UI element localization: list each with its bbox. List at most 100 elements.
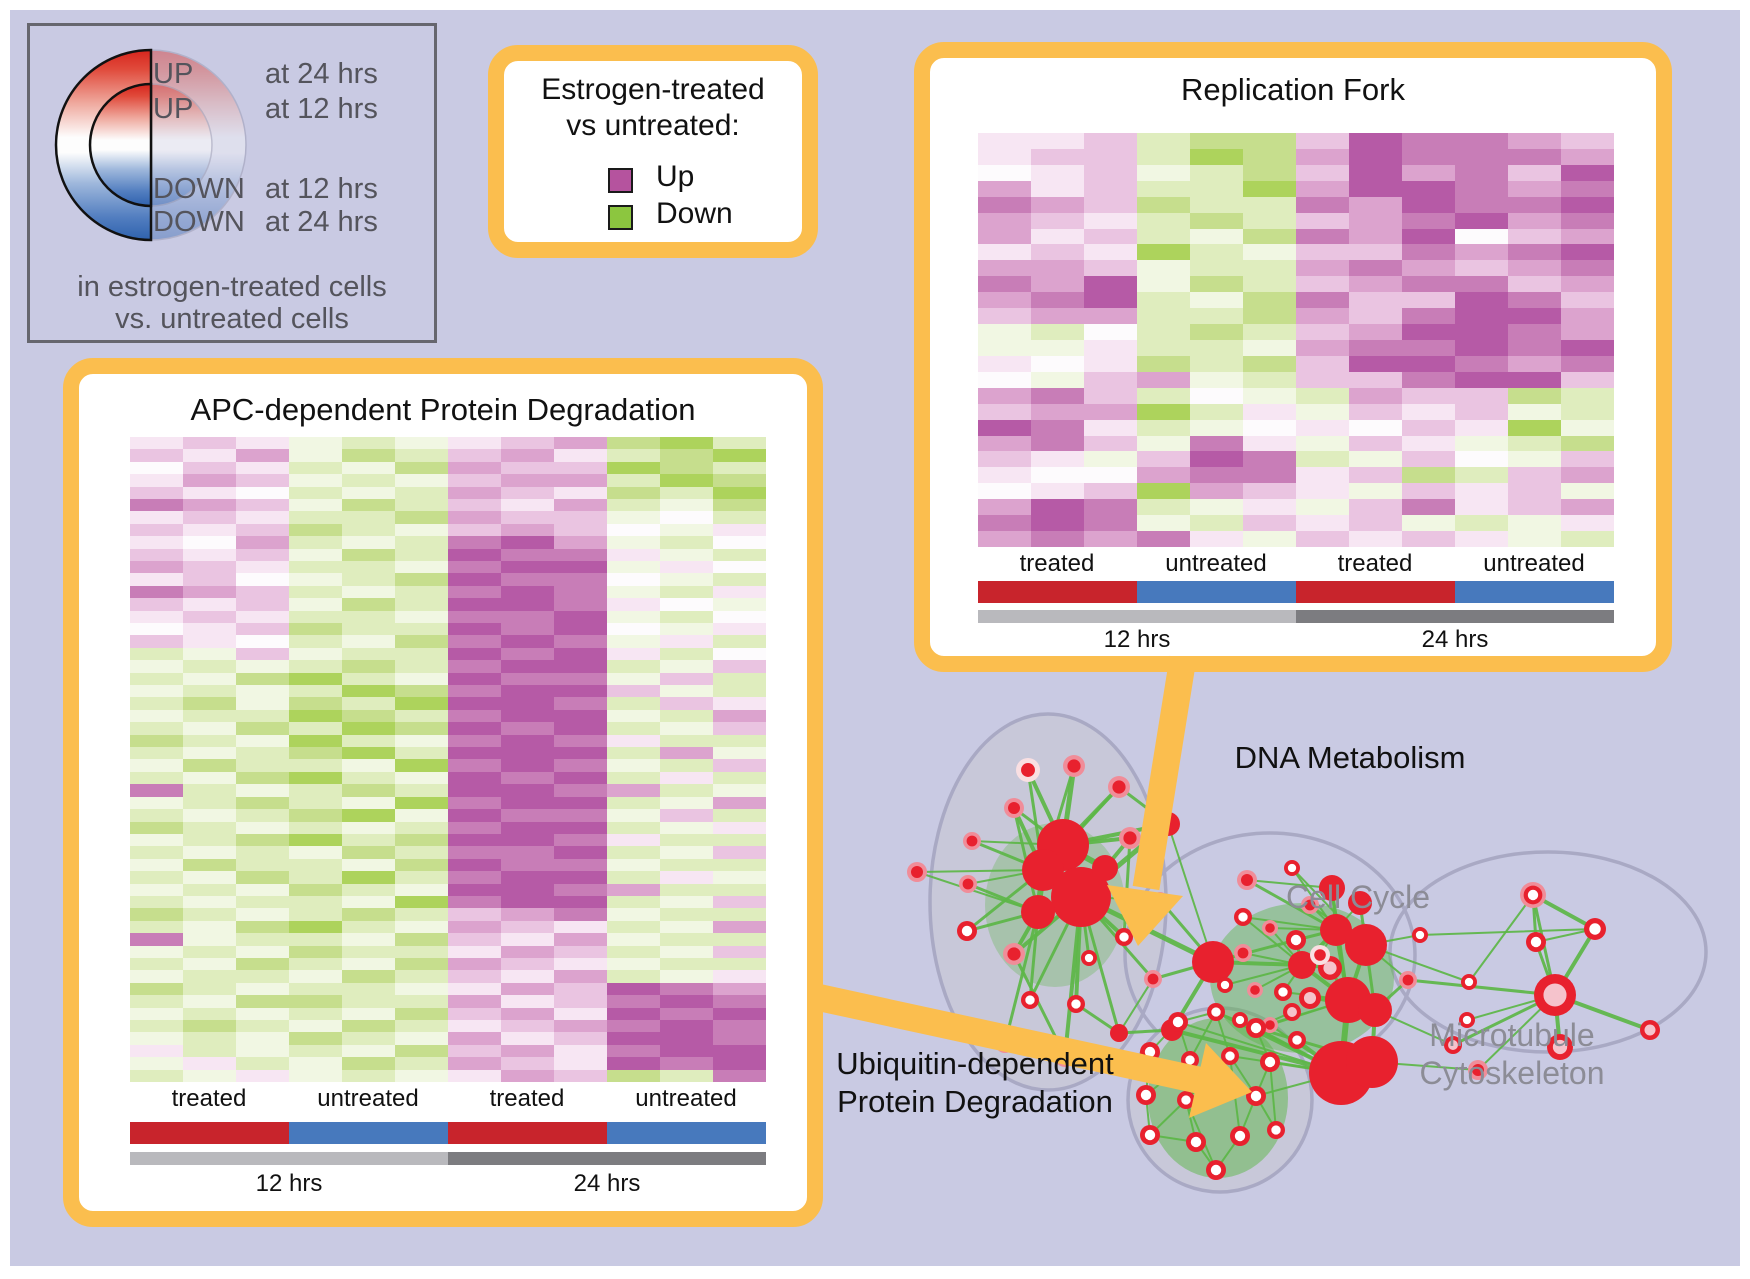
heatmap-cell (1137, 164, 1190, 181)
heatmap-cell (1137, 276, 1190, 293)
heatmap-cell (660, 908, 713, 921)
heatmap-cell (1561, 355, 1614, 372)
heatmap-cell (1243, 133, 1296, 149)
heatmap-cell (660, 970, 713, 983)
heatmap-cell (183, 647, 236, 661)
heatmap-cell (1243, 467, 1296, 484)
heatmap-cell (501, 895, 554, 909)
heatmap-cell (501, 871, 554, 884)
heatmap-cell (289, 920, 342, 934)
heatmap-cell (607, 573, 660, 586)
heatmap-cell (1084, 196, 1137, 213)
heatmap-cell (978, 260, 1031, 277)
heatmap-cell (1296, 148, 1349, 165)
heatmap-cell (1402, 387, 1455, 404)
heatmap-cell (130, 982, 183, 996)
heatmap-cell (1561, 260, 1614, 277)
heatmap-cell (448, 970, 501, 983)
heatmap-cell (448, 449, 501, 462)
heatmap-cell (342, 784, 395, 797)
heatmap-cell (607, 623, 660, 636)
heatmap-cell (448, 573, 501, 586)
heatmap-cell (448, 523, 501, 537)
heatmap-cell (978, 324, 1031, 340)
concentric-circles-icon (54, 48, 247, 242)
heatmap-cell (713, 598, 766, 611)
heatmap-cell (183, 908, 236, 921)
heatmap-cell (130, 585, 183, 599)
heatmap-cell (1508, 180, 1561, 197)
heatmap-cell (342, 734, 395, 748)
heatmap-cell (501, 1019, 554, 1033)
heatmap-cell (554, 1057, 607, 1070)
heatmap-cell (342, 1069, 395, 1082)
heatmap-cell (1455, 339, 1508, 356)
heatmap-cell (1243, 419, 1296, 436)
heatmap-cell (501, 796, 554, 810)
heatmap-cell (660, 523, 713, 537)
heatmap-cell (1508, 308, 1561, 325)
heatmap-cell (342, 945, 395, 958)
heatmap-cell (660, 623, 713, 636)
heatmap-cell (713, 660, 766, 673)
heatmap-cell (236, 747, 289, 760)
heatmap-cell (236, 523, 289, 537)
heatmap-cell (289, 598, 342, 611)
heatmap-cell (607, 908, 660, 921)
heatmap-cell (1508, 339, 1561, 356)
heatmap-cell (554, 499, 607, 512)
heatmap-cell (501, 709, 554, 723)
heatmap-cell (713, 536, 766, 549)
heatmap-cell (1455, 212, 1508, 229)
heatmap-cell (183, 1044, 236, 1058)
heatmap-cell (713, 995, 766, 1008)
heatmap-cell (395, 610, 448, 624)
rf-untreated-bar-12 (1137, 581, 1296, 603)
heatmap-cell (1561, 499, 1614, 516)
heatmap-cell (183, 722, 236, 735)
heatmap-cell (448, 437, 501, 450)
heatmap-cell (130, 449, 183, 462)
heatmap-cell (289, 846, 342, 859)
heatmap-cell (607, 883, 660, 896)
heatmap-cell (395, 945, 448, 958)
heatmap-cell (1031, 180, 1084, 197)
heatmap-cell (236, 846, 289, 859)
heatmap-cell (660, 722, 713, 735)
heatmap-cell (1455, 515, 1508, 532)
heatmap-cell (395, 685, 448, 698)
heatmap-cell (1349, 308, 1402, 325)
heatmap-cell (236, 1032, 289, 1045)
heatmap-cell (1455, 196, 1508, 213)
heatmap-cell (1243, 324, 1296, 340)
heatmap-cell (130, 486, 183, 500)
rf-24hr-label: 24 hrs (1421, 626, 1489, 653)
heatmap-cell (289, 908, 342, 921)
key-legend-box: UP at 24 hrs UP at 12 hrs DOWN at 12 hrs… (27, 23, 437, 343)
heatmap-cell (660, 771, 713, 785)
heatmap-cell (289, 747, 342, 760)
heatmap-cell (1190, 148, 1243, 165)
heatmap-cell (183, 1032, 236, 1045)
heatmap-cell (1031, 196, 1084, 213)
heatmap-cell (1190, 451, 1243, 468)
heatmap-cell (1137, 499, 1190, 516)
heatmap-cell (554, 610, 607, 624)
rf-group-label-treated-12: treated (1019, 550, 1095, 577)
key-down-24-time: at 24 hrs (265, 206, 378, 238)
estrogen-legend-title-line1: Estrogen-treated (541, 73, 765, 106)
heatmap-cell (607, 672, 660, 686)
heatmap-cell (607, 784, 660, 797)
key-up-24-time: at 24 hrs (265, 58, 378, 90)
heatmap-cell (395, 1057, 448, 1070)
heatmap-cell (713, 945, 766, 958)
heatmap-cell (607, 970, 660, 983)
heatmap-cell (183, 536, 236, 549)
heatmap-cell (1508, 451, 1561, 468)
heatmap-cell (448, 598, 501, 611)
heatmap-cell (554, 523, 607, 537)
heatmap-cell (1190, 419, 1243, 436)
heatmap-cell (236, 685, 289, 698)
heatmap-cell (1190, 435, 1243, 452)
heatmap-cell (1455, 292, 1508, 309)
